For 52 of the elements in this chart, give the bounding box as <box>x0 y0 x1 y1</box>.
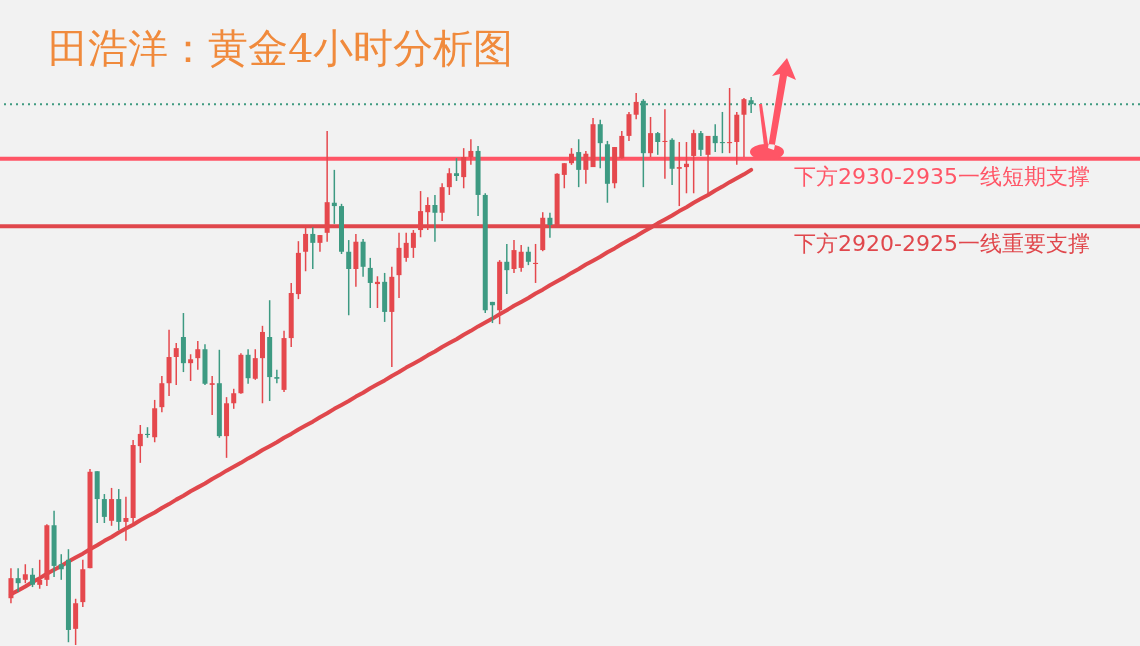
candlestick <box>173 342 179 386</box>
candlestick <box>633 92 639 120</box>
candlestick <box>712 123 718 153</box>
candlestick <box>137 424 143 464</box>
candlestick <box>648 116 654 158</box>
candlestick <box>310 226 316 270</box>
candlestick <box>252 348 258 381</box>
candlestick <box>209 375 215 416</box>
candlestick <box>37 559 43 590</box>
candlestick <box>576 138 582 188</box>
candlestick <box>274 369 280 384</box>
candlestick <box>123 496 129 542</box>
candlestick <box>403 232 409 263</box>
candlestick <box>30 567 36 588</box>
candlestick <box>15 567 21 593</box>
candlestick <box>446 167 452 196</box>
candlestick <box>525 246 531 266</box>
candlestick <box>432 194 438 243</box>
candlestick <box>698 130 704 157</box>
candlestick <box>619 130 625 160</box>
candlestick <box>547 212 553 239</box>
candlestick <box>245 348 251 385</box>
candlestick <box>410 229 416 259</box>
candlestick <box>101 493 107 524</box>
candlestick <box>461 147 467 190</box>
candlestick <box>195 340 201 371</box>
candlestick <box>468 138 474 166</box>
candlestick <box>374 275 380 309</box>
candlestick <box>346 239 352 317</box>
candlestick <box>116 488 122 532</box>
candlestick <box>454 157 459 182</box>
candlestick <box>626 111 632 142</box>
candlestick <box>367 257 373 309</box>
candlestick <box>188 353 194 382</box>
candlestick <box>22 563 28 584</box>
ref-line-label: 下方2930-2935一线短期支撑 <box>794 163 1090 189</box>
candlestick <box>561 162 567 190</box>
candlestick <box>518 244 524 273</box>
candlestick <box>655 131 661 156</box>
candlestick <box>583 150 589 185</box>
candlestick <box>231 388 237 410</box>
candlestick <box>58 553 64 581</box>
candlestick <box>676 141 682 207</box>
candlestick <box>597 119 603 169</box>
candlestick <box>109 487 115 527</box>
candlestick <box>511 239 517 274</box>
candlestick <box>504 243 510 295</box>
candlestick <box>691 129 697 195</box>
ref-line-label: 下方2920-2925一线重要支撑 <box>794 231 1090 257</box>
candlestick <box>159 375 165 413</box>
chart-title: 田浩洋：黄金4小时分析图 <box>48 25 514 71</box>
candlestick <box>741 97 747 158</box>
